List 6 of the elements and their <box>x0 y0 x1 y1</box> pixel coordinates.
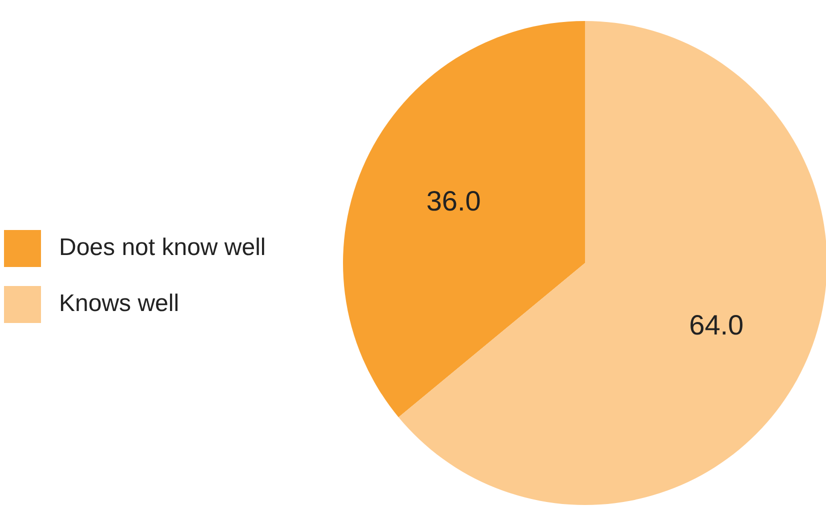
data-label: 64.0 <box>689 309 744 340</box>
pie-slice <box>398 21 826 505</box>
legend-label: Knows well <box>59 290 180 318</box>
data-label: 36.0 <box>426 186 481 217</box>
legend-label: Does not know well <box>59 234 266 262</box>
pie-slice <box>343 21 585 418</box>
